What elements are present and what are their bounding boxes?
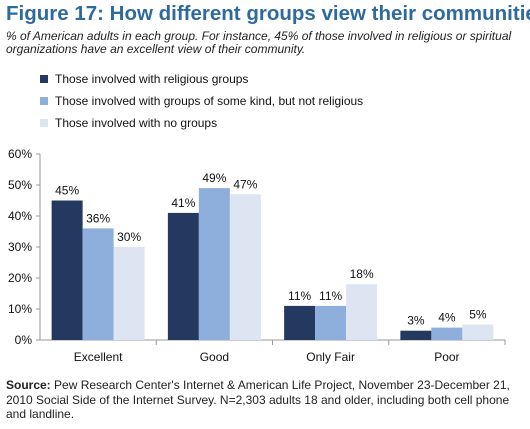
bar-value-label: 11% xyxy=(319,289,342,303)
bar xyxy=(229,194,261,340)
x-category-label: Poor xyxy=(434,350,459,364)
source-text: Pew Research Center's Internet & America… xyxy=(6,378,510,421)
y-tick-label: 0% xyxy=(15,333,33,347)
legend-swatch-no-groups xyxy=(40,119,48,127)
bar xyxy=(346,284,378,340)
legend-label-nonreligious: Those involved with groups of some kind,… xyxy=(55,94,364,108)
bar-value-label: 18% xyxy=(350,267,374,281)
figure-subtitle: % of American adults in each group. For … xyxy=(6,29,512,56)
bar-value-label: 47% xyxy=(233,177,257,191)
x-category-label: Excellent xyxy=(74,350,123,364)
y-tick-label: 30% xyxy=(8,240,32,254)
bar xyxy=(51,200,83,340)
bar-value-label: 3% xyxy=(407,314,425,328)
y-tick-label: 50% xyxy=(8,178,32,192)
bar-value-label: 49% xyxy=(202,171,226,185)
y-tick-label: 20% xyxy=(8,271,32,285)
source-note: Source: Pew Research Center's Internet &… xyxy=(6,378,528,422)
bar xyxy=(82,228,114,340)
y-tick-label: 60% xyxy=(8,147,32,161)
bar xyxy=(400,330,432,340)
bar xyxy=(315,305,347,340)
bar-value-label: 5% xyxy=(469,308,487,322)
bar-value-label: 4% xyxy=(438,311,456,325)
bar-value-label: 45% xyxy=(55,184,79,198)
bar-value-label: 11% xyxy=(288,289,311,303)
x-category-label: Good xyxy=(200,350,229,364)
x-category-label: Only Fair xyxy=(306,350,355,364)
figure-title: Figure 17: How different groups view the… xyxy=(6,2,530,25)
bar-value-label: 30% xyxy=(117,230,141,244)
legend-label-religious: Those involved with religious groups xyxy=(55,72,249,86)
bar xyxy=(167,212,199,340)
bar-value-label: 41% xyxy=(171,196,195,210)
y-tick-label: 10% xyxy=(8,302,32,316)
bar-value-label: 36% xyxy=(86,211,110,225)
legend-swatch-religious xyxy=(40,75,48,83)
y-tick-label: 40% xyxy=(8,209,32,223)
bar xyxy=(462,324,494,340)
bar xyxy=(284,305,316,340)
legend-swatch-nonreligious xyxy=(40,97,48,105)
source-label: Source: xyxy=(6,378,51,392)
bar xyxy=(113,247,145,340)
bar xyxy=(198,188,230,340)
legend-label-no-groups: Those involved with no groups xyxy=(55,116,218,130)
bar xyxy=(431,327,463,340)
